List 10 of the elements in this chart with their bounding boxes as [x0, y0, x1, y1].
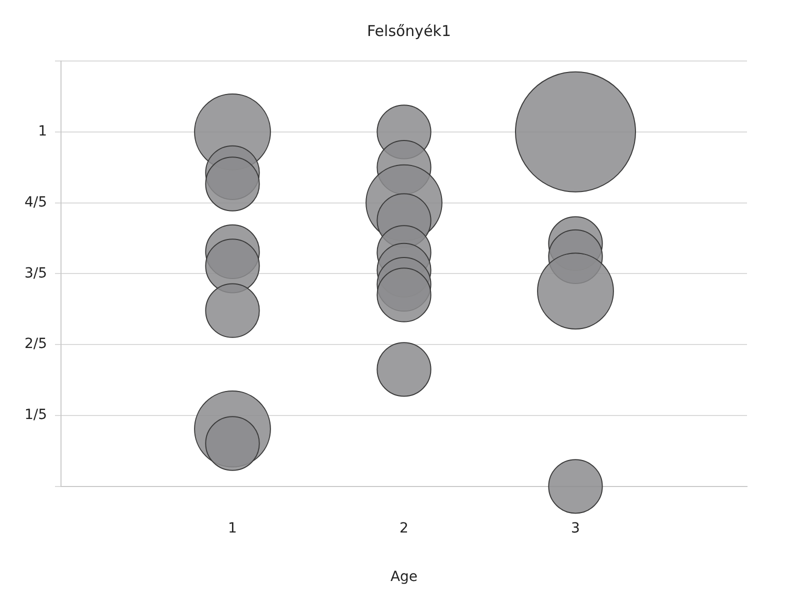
- y-tick-label: 3/5: [24, 265, 47, 282]
- x-tick-label: 3: [571, 520, 580, 536]
- x-tick-label: 1: [228, 520, 237, 536]
- x-tick-label: 2: [400, 520, 408, 536]
- x-axis-title: Age: [390, 569, 418, 586]
- y-tick-label: 1: [38, 124, 47, 140]
- y-tick-label: 2/5: [24, 336, 47, 352]
- y-tick-label: 4/5: [24, 194, 47, 210]
- y-tick-label: 1/5: [24, 407, 47, 424]
- chart-title: Felsőnyék1: [366, 22, 452, 40]
